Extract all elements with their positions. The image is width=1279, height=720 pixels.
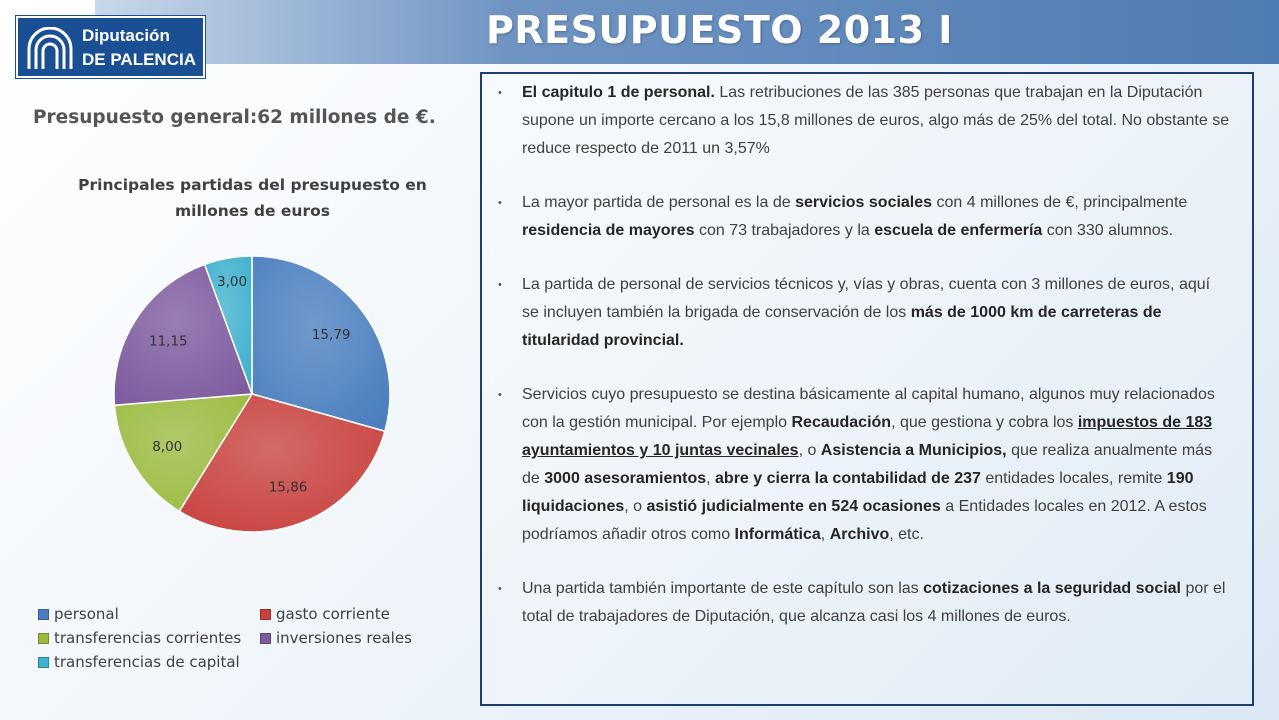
bullet-text: ,: [706, 470, 716, 487]
bullet-text: Las retribuciones de las 385 personas qu…: [522, 84, 1230, 157]
bullet-item: La partida de personal de servicios técn…: [498, 271, 1230, 355]
bullet-emphasis: Recaudación: [791, 414, 892, 431]
bullet-emphasis: servicios sociales: [795, 194, 933, 211]
pie-data-label: 11,15: [149, 333, 188, 349]
page-title: PRESUPUESTO 2013 I: [486, 8, 953, 52]
bullet-item: El capitulo 1 de personal. Las retribuci…: [498, 79, 1230, 163]
bullet-emphasis: asistió judicialmente en 524 ocasiones: [646, 498, 941, 515]
arches-logo-icon: [27, 27, 73, 69]
pie-data-label: 15,86: [269, 480, 308, 496]
bullet-text: La mayor partida de personal es la de: [522, 194, 796, 211]
bullet-emphasis: residencia de mayores: [522, 222, 695, 239]
budget-pie-chart: 15,79 15,86 8,00 11,15 3,00: [113, 255, 391, 533]
bullet-list: El capitulo 1 de personal. Las retribuci…: [482, 74, 1252, 631]
logo-text-line2: DE PALENCIA: [82, 50, 196, 69]
bullet-text: por el total de trabajadores de Diputaci…: [522, 580, 1226, 625]
pie-slice-transferencias-corrientes: [113, 393, 254, 513]
header-band: [95, 0, 1279, 64]
pie-data-label: 8,00: [152, 439, 182, 455]
pie-slice-transferencias-de-capital: [203, 255, 253, 395]
bullet-text: La partida de personal de servicios técn…: [522, 276, 1211, 321]
bullet-item: Servicios cuyo presupuesto se destina bá…: [498, 381, 1230, 549]
legend-label: transferencias de capital: [54, 653, 240, 671]
bullet-text: entidades locales, remite: [980, 470, 1167, 487]
bullet-text: a Entidades locales en 2012. A estos pod…: [522, 498, 1207, 543]
bullet-emphasis: Archivo: [829, 526, 890, 543]
legend-swatch: [38, 608, 49, 620]
pie-data-label: 15,79: [312, 327, 351, 343]
chart-legend: personal gasto corriente transferencias co…: [38, 605, 458, 671]
bullet-text: con 330 alumnos.: [1042, 222, 1174, 239]
legend-swatch: [38, 632, 49, 644]
pie-data-label: 3,00: [217, 274, 247, 290]
legend-label: transferencias corrientes: [54, 629, 242, 647]
bullet-emphasis: Informática: [734, 526, 821, 543]
legend-label: personal: [54, 605, 119, 623]
pie-slice-personal: [251, 255, 391, 433]
bullet-text: Una partida también importante de este c…: [522, 580, 924, 597]
bullet-emphasis: El capitulo 1 de personal.: [522, 84, 715, 101]
budget-text-panel: El capitulo 1 de personal. Las retribuci…: [480, 72, 1254, 706]
bullet-emphasis: impuestos de 183 ayuntamientos y 10 junt…: [522, 414, 1213, 459]
bullet-text: que realiza anualmente más de: [522, 442, 1213, 487]
legend-label: inversiones reales: [276, 629, 412, 647]
bullet-emphasis: más de 1000 km de carreteras de titulari…: [522, 304, 1162, 349]
bullet-emphasis: 3000 asesoramientos: [544, 470, 707, 487]
legend-item: personal: [38, 605, 260, 623]
diputacion-logo: Diputación DE PALENCIA: [16, 16, 205, 78]
legend-swatch: [260, 632, 271, 644]
bullet-text: ,: [820, 526, 830, 543]
bullet-text: con 4 millones de €, principalmente: [932, 194, 1188, 211]
bullet-emphasis: cotizaciones a la seguridad social: [923, 580, 1181, 597]
legend-swatch: [38, 656, 49, 668]
budget-subtitle: Presupuesto general:62 millones de €.: [33, 107, 436, 128]
bullet-text: , que gestiona y cobra los: [891, 414, 1078, 431]
legend-label: gasto corriente: [276, 605, 390, 623]
logo-text-line1: Diputación: [82, 26, 170, 45]
legend-item: transferencias corrientes: [38, 629, 260, 647]
bullet-text: con 73 trabajadores y la: [694, 222, 875, 239]
bullet-emphasis: abre y cierra la contabilidad de 237: [715, 470, 981, 487]
legend-item: transferencias de capital: [38, 653, 260, 671]
bullet-emphasis: 190 liquidaciones: [522, 470, 1194, 515]
bullet-text: Servicios cuyo presupuesto se destina bá…: [522, 386, 1215, 431]
legend-swatch: [260, 608, 271, 620]
chart-title: Principales partidas del presupuesto en …: [78, 176, 427, 220]
bullet-item: Una partida también importante de este c…: [498, 575, 1230, 631]
bullet-emphasis: Asistencia a Municipios,: [820, 442, 1007, 459]
bullet-text: , etc.: [889, 526, 924, 543]
legend-item: gasto corriente: [260, 605, 460, 623]
bullet-item: La mayor partida de personal es la de se…: [498, 189, 1230, 245]
bullet-emphasis: escuela de enfermería: [874, 222, 1043, 239]
bullet-text: , o: [798, 442, 821, 459]
bullet-text: , o: [624, 498, 647, 515]
legend-item: inversiones reales: [260, 629, 460, 647]
